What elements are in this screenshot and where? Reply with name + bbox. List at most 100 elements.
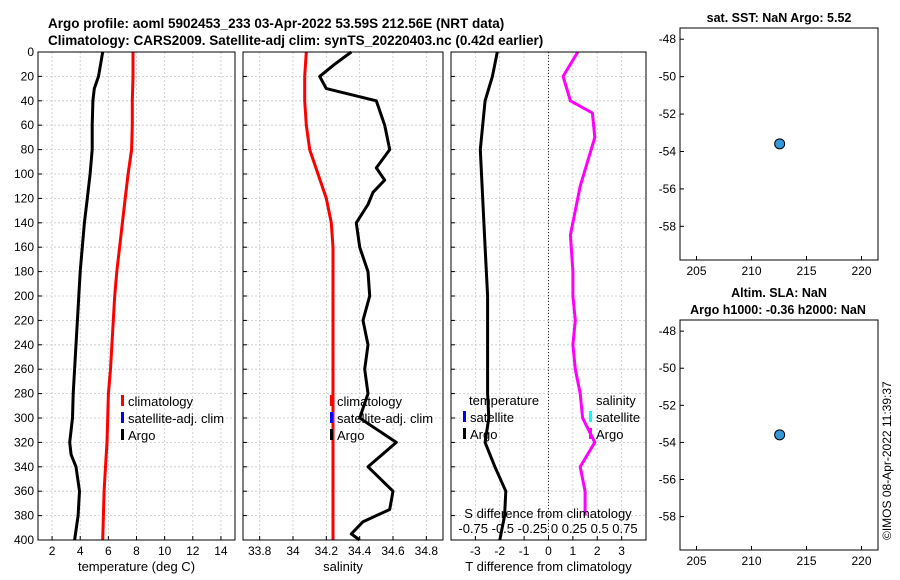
x-tick-label: -3: [470, 544, 481, 558]
y-tick-label: 340: [14, 460, 34, 474]
y-tick-label: 80: [21, 143, 35, 157]
y-tick-label: -58: [659, 510, 677, 524]
legend-swatch: [589, 428, 592, 439]
x-tick-label: 10: [158, 544, 172, 558]
map-frame: [679, 319, 879, 551]
x-tick-label: 205: [686, 554, 706, 568]
legend-swatch: [463, 411, 466, 422]
y-tick-label: 180: [14, 265, 34, 279]
y-tick-label: 320: [14, 435, 34, 449]
legend-label: Argo: [596, 427, 623, 442]
series-line-climatology: [101, 52, 135, 541]
y-tick-label: -50: [659, 361, 677, 375]
x-axis-label: T difference from climatology: [465, 559, 632, 574]
map-sla-title: Altim. SLA: NaN: [731, 286, 827, 300]
x-tick-label: 215: [796, 554, 816, 568]
x-tick-label: 8: [133, 544, 140, 558]
legend-title-temperature: temperature: [469, 393, 539, 408]
legend-label: climatology: [337, 394, 403, 409]
x-tick-label: 12: [186, 544, 200, 558]
y-tick-label: 0: [27, 45, 34, 59]
y-tick-label: 400: [14, 533, 34, 547]
legend-swatch: [121, 412, 124, 423]
x-tick-label: 6: [105, 544, 112, 558]
legend-swatch: [121, 395, 124, 406]
y-tick-label: -56: [659, 473, 677, 487]
y-tick-label: 360: [14, 484, 34, 498]
x-tick-label: -1: [519, 544, 530, 558]
legend-label: climatology: [128, 394, 194, 409]
y-tick-label: 260: [14, 362, 34, 376]
x-tick-label: 14: [214, 544, 228, 558]
footer-stamp: ©IMOS 08-Apr-2022 11:39:37: [880, 381, 894, 540]
legend-label: satellite-adj. clim: [128, 411, 224, 426]
x-tick-label: 2: [594, 544, 601, 558]
y-tick-label: 140: [14, 216, 34, 230]
panel-temperature: 2 4 6 8 10 12 14020406080100120140160180200220…: [14, 45, 236, 574]
y-tick-label: 380: [14, 509, 34, 523]
float-position-marker: [774, 138, 786, 150]
map-sla-subtitle: Argo h1000: -0.36 h2000: NaN: [690, 303, 866, 317]
x-tick-label: -2: [494, 544, 505, 558]
x-tick-label: 34.2: [315, 544, 339, 558]
legend-title-salinity: salinity: [596, 393, 636, 408]
x-tick-label: 210: [741, 264, 761, 278]
legend-label: Argo: [470, 427, 497, 442]
title-line-2: Climatology: CARS2009. Satellite-adj cli…: [48, 33, 543, 48]
top-axis-ticks: -0.75 -0.5 -0.25 0 0.25 0.5 0.75: [458, 521, 637, 536]
y-tick-label: 40: [21, 94, 35, 108]
y-tick-label: 160: [14, 240, 34, 254]
axes-frame: [242, 51, 444, 541]
legend-label: satellite: [470, 410, 514, 425]
y-tick-label: 280: [14, 387, 34, 401]
legend-label: Argo: [128, 428, 155, 443]
panel-map_sla: 205 210 215 220 -48 -50 -52 -54 -56 -58 Altim. SLA…: [659, 286, 879, 568]
legend-swatch: [330, 395, 333, 406]
series-line-climatology: [303, 51, 335, 540]
y-tick-label: 300: [14, 411, 34, 425]
series-line-argo: [68, 51, 105, 541]
legend-swatch: [589, 411, 592, 422]
y-tick-label: -48: [659, 324, 677, 338]
title-line-1: Argo profile: aoml 5902453_233 03-Apr-20…: [48, 16, 504, 31]
panel-map_sst: 205 210 215 220 -48 -50 -52 -54 -56 -58 sat. SST: …: [659, 11, 879, 278]
x-tick-label: 1: [570, 544, 577, 558]
y-tick-label: 220: [14, 313, 34, 327]
x-axis-label: salinity: [323, 559, 363, 574]
y-tick-label: -58: [659, 219, 677, 233]
y-tick-label: 120: [14, 191, 34, 205]
legend-label: satellite: [596, 410, 640, 425]
y-tick-label: -52: [659, 107, 677, 121]
plot-panels: 2 4 6 8 10 12 14020406080100120140160180200220…: [14, 11, 879, 574]
series-line-argo: [318, 50, 398, 542]
map-sst-title: sat. SST: NaN Argo: 5.52: [707, 11, 852, 25]
x-tick-label: 3: [618, 544, 625, 558]
y-tick-label: -52: [659, 398, 677, 412]
series-line-t-difference: [478, 51, 508, 541]
x-tick-label: 220: [851, 264, 871, 278]
legend-swatch: [330, 429, 333, 440]
legend-swatch: [121, 429, 124, 440]
y-tick-label: 100: [14, 167, 34, 181]
x-tick-label: 205: [686, 264, 706, 278]
x-tick-label: 33.8: [248, 544, 272, 558]
y-tick-label: -54: [659, 144, 677, 158]
y-tick-label: -56: [659, 182, 677, 196]
x-tick-label: 34.6: [381, 544, 405, 558]
x-tick-label: 4: [77, 544, 84, 558]
panel-difference: -3 -2 -1 0 1 2 3T difference from climatology t…: [450, 51, 647, 574]
x-axis-label: temperature (deg C): [78, 559, 195, 574]
x-tick-label: 34.8: [415, 544, 439, 558]
y-tick-label: 240: [14, 338, 34, 352]
legend-swatch: [330, 412, 333, 423]
map-frame: [679, 27, 879, 261]
y-tick-label: -50: [659, 70, 677, 84]
y-tick-label: 20: [21, 69, 35, 83]
float-position-marker: [774, 429, 786, 441]
legend-label: satellite-adj. clim: [337, 411, 433, 426]
x-tick-label: 0: [545, 544, 552, 558]
x-tick-label: 2: [49, 544, 56, 558]
series-line-s-difference: [561, 51, 597, 516]
x-tick-label: 215: [796, 264, 816, 278]
